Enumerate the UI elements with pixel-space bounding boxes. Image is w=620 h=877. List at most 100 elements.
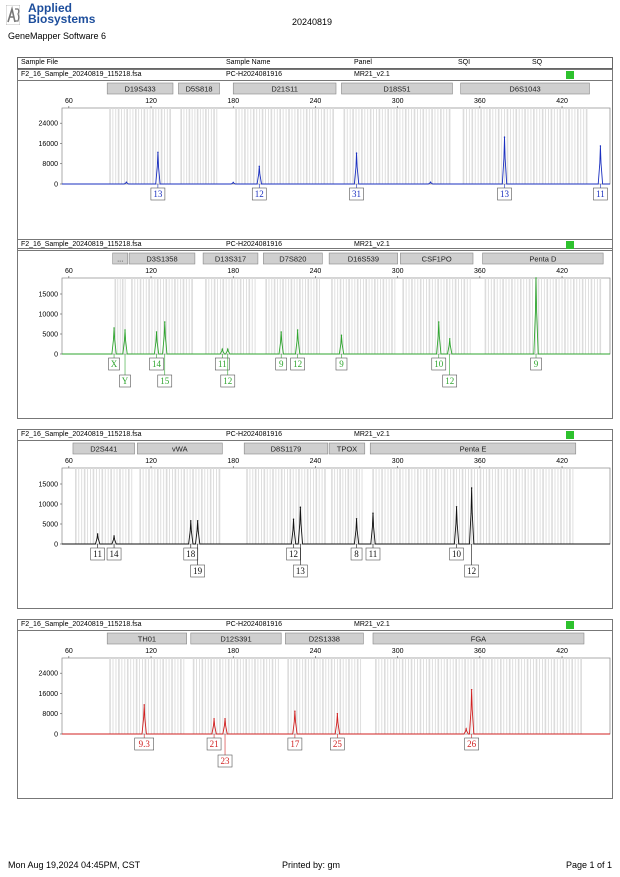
sample-row: F2_16_Sample_20240819_115218.fsa PC-H202…: [18, 620, 612, 631]
allele-box: [287, 737, 303, 751]
allele-box: [593, 187, 608, 201]
marker-label: D13S317: [215, 255, 246, 264]
allele-box: [293, 564, 308, 578]
x-tick-label: 120: [145, 268, 157, 275]
y-tick-label: 0: [54, 542, 58, 549]
x-tick-label: 360: [474, 458, 486, 465]
panel-name: MR21_v2.1: [354, 431, 390, 438]
peak-point: [125, 181, 128, 183]
sq-status-badge: [566, 431, 574, 439]
peak-trace: [62, 137, 610, 185]
x-tick-label: 180: [227, 458, 239, 465]
allele-label: 12: [293, 359, 302, 369]
plot-area: [61, 467, 611, 545]
report-title: 20240819: [292, 17, 333, 27]
peak-point: [113, 327, 115, 329]
x-tick-label: 120: [145, 98, 157, 105]
peak-point: [164, 321, 166, 323]
marker-bar: [263, 252, 323, 265]
peak-point: [143, 704, 145, 706]
allele-label: 31: [352, 189, 361, 199]
peak-point: [438, 321, 440, 323]
x-tick-label: 420: [556, 458, 568, 465]
allele-box: [220, 374, 236, 388]
allele-box: [108, 357, 120, 371]
marker-label: vWA: [172, 445, 188, 454]
marker-bar: [341, 82, 453, 95]
allele-label: 14: [110, 549, 120, 559]
marker-label: CSF1PO: [422, 255, 452, 264]
applied-biosystems-logo-icon: [6, 5, 20, 25]
peak-point: [155, 331, 158, 333]
y-tick-label: 24000: [39, 671, 59, 678]
allele-label: 12: [223, 376, 232, 386]
panel-name: MR21_v2.1: [354, 621, 390, 628]
col-panel: Panel: [354, 59, 372, 66]
x-tick-label: 60: [65, 268, 73, 275]
allele-label: 14: [152, 359, 162, 369]
allele-box: [442, 374, 458, 388]
allele-box: [464, 737, 479, 751]
peak-point: [113, 535, 115, 537]
allele-box: [275, 357, 288, 371]
peak-point: [449, 338, 451, 340]
marker-bar: [400, 252, 474, 265]
peak-point: [124, 329, 126, 331]
peak-point: [227, 348, 229, 350]
software-name: GeneMapper Software 6: [8, 31, 107, 41]
y-tick-label: 0: [54, 732, 58, 739]
allele-label: 12: [255, 189, 264, 199]
marker-label: TH01: [138, 635, 156, 644]
sample-name: PC-H2024081916: [226, 431, 283, 438]
peak-trace: [62, 277, 610, 355]
allele-label: 9.3: [139, 739, 151, 749]
allele-box: [330, 737, 345, 751]
y-tick-label: 16000: [39, 691, 59, 698]
marker-label: D21S11: [271, 85, 298, 94]
x-tick-label: 180: [227, 648, 239, 655]
x-tick-label: 240: [310, 268, 322, 275]
allele-label: 18: [186, 549, 196, 559]
y-tick-label: 10000: [39, 312, 59, 319]
plot-area: [61, 277, 611, 355]
allele-label: 17: [290, 739, 300, 749]
marker-bar: [106, 82, 174, 95]
x-tick-label: 360: [474, 98, 486, 105]
panel-name: MR21_v2.1: [354, 71, 390, 78]
allele-label: 15: [160, 376, 170, 386]
marker-bar: [460, 82, 590, 95]
allele-label: 11: [369, 549, 378, 559]
y-tick-label: 24000: [39, 121, 59, 128]
x-tick-label: 240: [310, 648, 322, 655]
allele-box: [190, 564, 205, 578]
peak-point: [299, 506, 302, 508]
peak-point: [599, 145, 602, 147]
peak-point: [96, 533, 99, 535]
footer-page: Page 1 of 1: [566, 860, 613, 870]
allele-bins: [109, 658, 582, 734]
allele-box: [335, 357, 348, 371]
allele-box: [157, 374, 173, 388]
allele-box: [206, 737, 222, 751]
allele-box: [217, 754, 233, 768]
footer-date: Mon Aug 19,2024 04:45PM, CST: [8, 860, 141, 870]
allele-label: 26: [467, 739, 477, 749]
sq-status-badge: [566, 241, 574, 249]
y-tick-label: 15000: [39, 482, 59, 489]
marker-bar: [328, 442, 366, 455]
electropherogram-chart: TH01 D12S391 D2S1338 FGA 60 120 180 240 300 360 42…: [39, 632, 611, 768]
peak-point: [355, 152, 358, 154]
peak-point: [470, 487, 473, 489]
x-tick-label: 420: [556, 98, 568, 105]
peak-point: [372, 512, 374, 514]
marker-bar: [328, 252, 398, 265]
marker-bar: [106, 632, 187, 645]
sq-status-badge: [566, 71, 574, 79]
marker-label: D18S51: [383, 85, 410, 94]
col-sq: SQ: [532, 59, 543, 66]
allele-label: 9: [279, 359, 284, 369]
peak-point: [213, 718, 215, 720]
marker-label: D2S441: [90, 445, 117, 454]
allele-box: [150, 187, 166, 201]
